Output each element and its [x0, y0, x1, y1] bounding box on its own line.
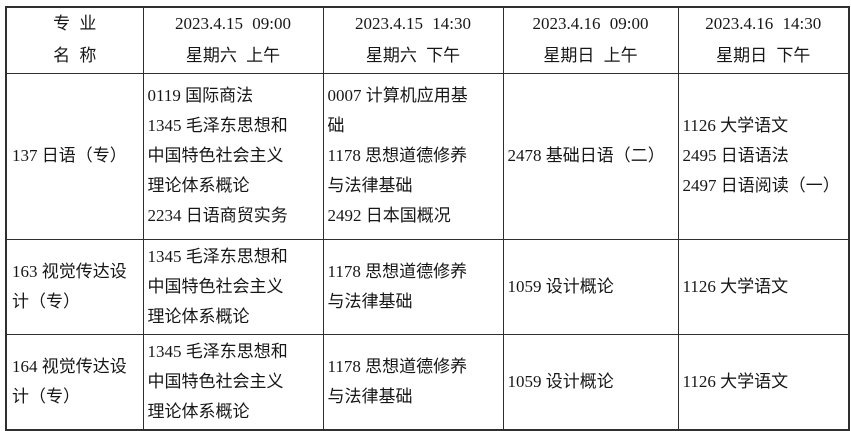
course-item: 1345 毛泽东思想和中国特色社会主义理论体系概论 [147, 116, 288, 195]
course-item: 0007 计算机应用基础 [327, 86, 468, 135]
major-title-line1: 专 业 [53, 14, 97, 34]
major-cell: 163 视觉传达设计（专） [5, 238, 144, 335]
course-item: 2234 日语商贸实务 [147, 206, 288, 225]
courses-cell: 1059 设计概论 [502, 238, 679, 335]
course-item: 2478 基础日语（二） [507, 146, 665, 165]
courses-cell: 1059 设计概论 [502, 333, 679, 430]
header-session-sun-am: 2023.4.16 09:00 星期日 上午 [502, 6, 679, 74]
session-datetime: 2023.4.15 09:00 [175, 14, 291, 34]
header-session-sat-am: 2023.4.15 09:00 星期六 上午 [142, 6, 324, 74]
table-row-164: 164 视觉传达设计（专） 1345 毛泽东思想和中国特色社会主义理论体系概论 … [5, 333, 850, 430]
courses-cell: 1178 思想道德修养与法律基础 [322, 238, 504, 335]
session-datetime: 2023.4.16 09:00 [532, 14, 649, 34]
header-session-sun-pm: 2023.4.16 14:30 星期日 下午 [677, 6, 850, 74]
course-item: 1345 毛泽东思想和中国特色社会主义理论体系概论 [147, 341, 288, 421]
session-day: 星期日 上午 [543, 46, 638, 66]
courses-cell: 0119 国际商法 1345 毛泽东思想和中国特色社会主义理论体系概论 2234 日… [142, 72, 324, 240]
course-item: 2492 日本国概况 [327, 206, 451, 225]
courses-cell: 0007 计算机应用基础 1178 思想道德修养与法律基础 2492 日本国概况 [322, 72, 504, 240]
course-item: 1178 思想道德修养与法律基础 [327, 356, 468, 406]
courses-cell: 1345 毛泽东思想和中国特色社会主义理论体系概论 [142, 238, 324, 335]
courses-cell: 1126 大学语文 [677, 333, 850, 430]
course-item: 1126 大学语文 [682, 116, 789, 135]
course-item: 1126 大学语文 [682, 276, 789, 296]
course-item: 2497 日语阅读（一） [682, 176, 840, 195]
session-datetime: 2023.4.16 14:30 [705, 14, 822, 34]
major-cell: 164 视觉传达设计（专） [5, 333, 144, 430]
table-row-137: 137 日语（专） 0119 国际商法 1345 毛泽东思想和中国特色社会主义理论… [5, 72, 850, 240]
courses-cell: 1126 大学语文 2495 日语语法 2497 日语阅读（一） [677, 72, 850, 240]
course-item: 1059 设计概论 [507, 276, 614, 296]
course-item: 1059 设计概论 [507, 371, 614, 391]
course-item: 1178 思想道德修养与法律基础 [327, 261, 468, 311]
table-row-163: 163 视觉传达设计（专） 1345 毛泽东思想和中国特色社会主义理论体系概论 … [5, 238, 850, 335]
major-cell: 137 日语（专） [5, 72, 144, 240]
courses-cell: 2478 基础日语（二） [502, 72, 679, 240]
course-item: 2495 日语语法 [682, 146, 789, 165]
course-item: 1345 毛泽东思想和中国特色社会主义理论体系概论 [147, 246, 288, 326]
header-row: 专 业 名 称 2023.4.15 09:00 星期六 上午 2023.4.15… [5, 6, 850, 74]
major-title-line2: 名 称 [53, 46, 97, 66]
courses-cell: 1126 大学语文 [677, 238, 850, 335]
header-major-cell: 专 业 名 称 [5, 6, 144, 74]
header-session-sat-pm: 2023.4.15 14:30 星期六 下午 [322, 6, 504, 74]
course-item: 1178 思想道德修养与法律基础 [327, 146, 468, 195]
session-datetime: 2023.4.15 14:30 [355, 14, 471, 34]
session-day: 星期六 上午 [185, 46, 281, 66]
course-item: 1126 大学语文 [682, 371, 789, 391]
session-day: 星期日 下午 [716, 46, 811, 66]
course-item: 0119 国际商法 [147, 86, 254, 105]
courses-cell: 1345 毛泽东思想和中国特色社会主义理论体系概论 [142, 333, 324, 430]
courses-cell: 1178 思想道德修养与法律基础 [322, 333, 504, 430]
session-day: 星期六 下午 [365, 46, 461, 66]
exam-schedule-table: 专 业 名 称 2023.4.15 09:00 星期六 上午 2023.4.15… [5, 6, 850, 431]
